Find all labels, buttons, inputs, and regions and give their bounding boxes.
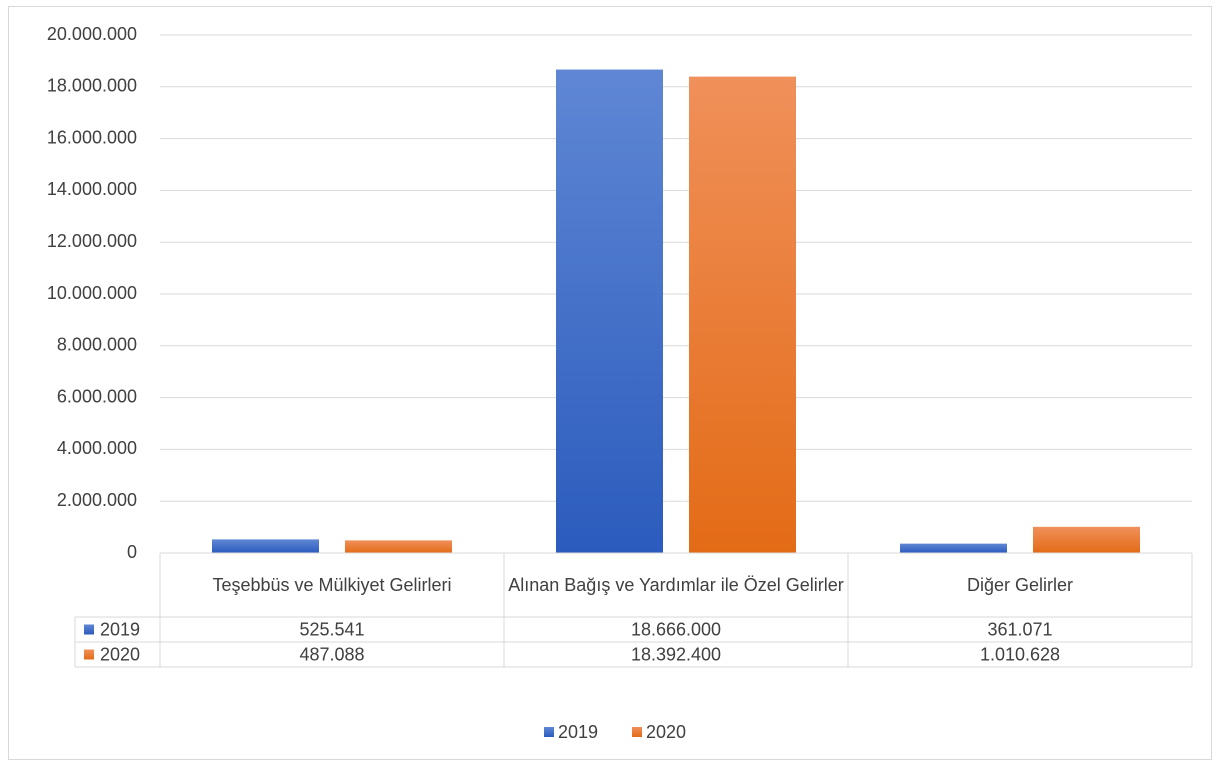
y-tick-label: 0 xyxy=(127,542,137,562)
bar xyxy=(1033,526,1140,553)
bar xyxy=(900,543,1007,553)
bar xyxy=(345,540,452,553)
y-tick-label: 2.000.000 xyxy=(57,490,137,510)
bar xyxy=(556,69,663,553)
x-tick-label: Diğer Gelirler xyxy=(966,575,1074,595)
table-value: 487.088 xyxy=(299,644,364,664)
x-tick-label: Alınan Bağış ve Yardımlar ile Özel Gelir… xyxy=(508,575,844,595)
table-value: 361.071 xyxy=(987,619,1052,639)
x-tick-label: Teşebbüs ve Mülkiyet Gelirleri xyxy=(212,575,452,595)
table-value: 1.010.628 xyxy=(980,644,1060,664)
y-tick-label: 10.000.000 xyxy=(47,283,137,303)
y-tick-label: 4.000.000 xyxy=(57,438,137,458)
table-value: 18.392.400 xyxy=(631,644,721,664)
table-value: 525.541 xyxy=(299,619,364,639)
y-tick-label: 20.000.000 xyxy=(47,24,137,44)
y-tick-label: 12.000.000 xyxy=(47,231,137,251)
category-cell: Teşebbüs ve Mülkiyet Gelirleri xyxy=(212,575,452,595)
table-value: 18.666.000 xyxy=(631,619,721,639)
table-series-name: 2020 xyxy=(100,644,140,664)
legend-swatch xyxy=(544,727,554,737)
y-tick-label: 6.000.000 xyxy=(57,386,137,406)
legend-swatch xyxy=(84,649,94,660)
y-tick-label: 16.000.000 xyxy=(47,127,137,147)
bar xyxy=(689,76,796,553)
y-tick-label: 8.000.000 xyxy=(57,335,137,355)
bar xyxy=(212,539,319,553)
legend-swatch xyxy=(84,624,94,635)
legend-label: 2020 xyxy=(646,722,686,742)
legend-label: 2019 xyxy=(558,722,598,742)
legend-swatch xyxy=(632,727,642,737)
category-cell: Alınan Bağış ve Yardımlar ile Özel Gelir… xyxy=(508,575,844,595)
y-tick-label: 18.000.000 xyxy=(47,76,137,96)
table-series-name: 2019 xyxy=(100,619,140,639)
y-tick-label: 14.000.000 xyxy=(47,179,137,199)
category-cell: Diğer Gelirler xyxy=(966,575,1074,595)
